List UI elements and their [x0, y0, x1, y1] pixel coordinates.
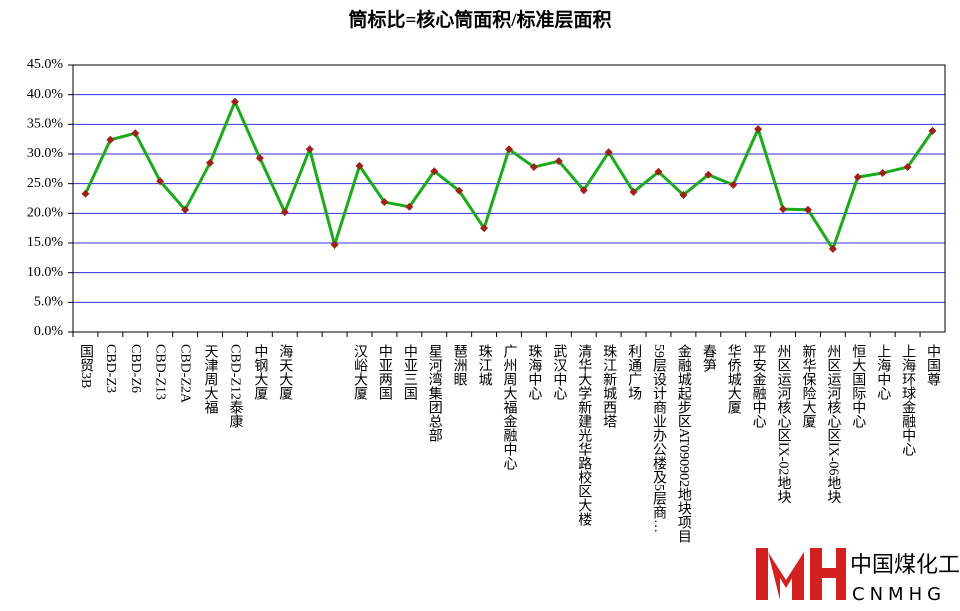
x-tick-label: 春笋	[701, 344, 717, 372]
y-tick-label: 45.0%	[27, 57, 64, 72]
data-point	[679, 190, 688, 199]
data-point	[380, 198, 389, 207]
plot-border	[72, 64, 946, 333]
logo-name: 中国煤化工	[850, 553, 960, 578]
data-point	[903, 163, 912, 172]
data-point	[81, 189, 90, 198]
data-point	[629, 187, 638, 196]
data-point	[305, 145, 314, 154]
x-tick-label: 金融城起步区AT090902地块项目	[676, 344, 692, 543]
x-tick-label: 中国尊	[925, 344, 941, 386]
x-tick-label: CBD-Z3	[103, 344, 118, 393]
data-point	[828, 244, 837, 253]
y-tick-label: 15.0%	[27, 235, 64, 250]
data-point	[230, 97, 239, 106]
data-point	[405, 202, 414, 211]
x-tick-label: 星河湾集团总部	[427, 344, 443, 442]
y-tick-label: 5.0%	[34, 295, 64, 310]
data-point	[803, 205, 812, 214]
data-point	[156, 177, 165, 186]
data-point	[853, 173, 862, 182]
data-point	[455, 186, 464, 195]
x-tick-label: CBD-Z12泰康	[227, 344, 243, 428]
x-tick-label: CBD-Z6	[128, 344, 143, 393]
x-tick-label: 上海中心	[875, 344, 891, 400]
x-tick-label: 珠海中心	[526, 344, 542, 400]
y-tick-label: 20.0%	[27, 206, 64, 221]
data-point	[704, 170, 713, 179]
data-point	[579, 186, 588, 195]
y-tick-label: 0.0%	[34, 324, 64, 339]
x-tick-label: 珠江城	[477, 344, 493, 387]
y-tick-label: 10.0%	[27, 265, 64, 280]
logo-bar	[836, 548, 846, 600]
x-tick-label: 59层设计商业办公楼及5层商…	[651, 344, 667, 533]
data-point	[779, 205, 788, 214]
x-tick-label: 利通广场	[626, 344, 642, 401]
x-tick-label: 琶洲眼	[452, 344, 468, 386]
data-point	[255, 154, 264, 163]
data-point	[430, 167, 439, 176]
y-tick-label: 40.0%	[27, 87, 64, 102]
data-point	[206, 158, 215, 167]
data-point	[878, 168, 887, 177]
x-tick-label: 国贸3B	[78, 344, 94, 388]
x-tick-label: 华侨城大厦	[726, 344, 742, 414]
data-point	[280, 208, 289, 217]
x-tick-label: 广州周大福金融中心	[502, 344, 518, 470]
x-tick-label: 珠江新城西塔	[601, 344, 617, 428]
chart-title: 筒标比=核心筒面积/标准层面积	[348, 8, 611, 31]
data-point	[355, 161, 364, 170]
logo-bar	[756, 548, 768, 600]
x-tick-label: 州区运河核心区IX-02地块	[776, 344, 792, 504]
x-tick-label: CBD-Z13	[153, 344, 168, 400]
logo: 中国煤化工 CNMHG	[756, 548, 960, 605]
x-tick-label: 上海环球金融中心	[900, 344, 916, 456]
x-tick-label: 武汉中心	[551, 344, 567, 400]
x-tick-label: 新华保险大厦	[800, 344, 816, 428]
logo-code: CNMHG	[852, 584, 946, 605]
x-tick-label: 天津周大福	[203, 344, 219, 414]
x-tick-label: 海天大厦	[277, 344, 293, 400]
data-point	[131, 129, 140, 138]
data-point	[754, 125, 763, 134]
y-tick-label: 35.0%	[27, 117, 64, 132]
x-tick-label: 中亚三国	[402, 344, 418, 400]
data-point	[554, 157, 563, 166]
y-tick-label: 25.0%	[27, 176, 64, 191]
logo-bar	[810, 548, 822, 600]
x-tick-label: 平安金融中心	[751, 344, 767, 428]
x-tick-label: CBD-Z2A	[178, 344, 193, 404]
x-tick-label: 恒大国际中心	[850, 344, 866, 428]
x-tick-label: 中亚两国	[377, 344, 393, 400]
logo-m	[768, 552, 804, 600]
y-tick-label: 30.0%	[27, 146, 64, 161]
x-tick-label: 中钢大厦	[252, 344, 268, 400]
data-point	[505, 145, 513, 154]
data-point	[330, 240, 339, 249]
data-point	[480, 224, 489, 233]
data-point	[654, 167, 663, 176]
logo-bar	[822, 568, 836, 578]
x-tick-label: 州区运河核心区IX-06地块	[825, 344, 841, 504]
x-tick-label: 汉峪大厦	[352, 344, 368, 400]
data-point	[928, 126, 937, 135]
data-point	[604, 148, 613, 157]
data-point	[729, 180, 738, 189]
data-point	[106, 135, 115, 144]
x-tick-label: 清华大学新建光华路校区大楼	[576, 344, 592, 526]
data-point	[181, 205, 190, 214]
data-point	[529, 163, 538, 172]
